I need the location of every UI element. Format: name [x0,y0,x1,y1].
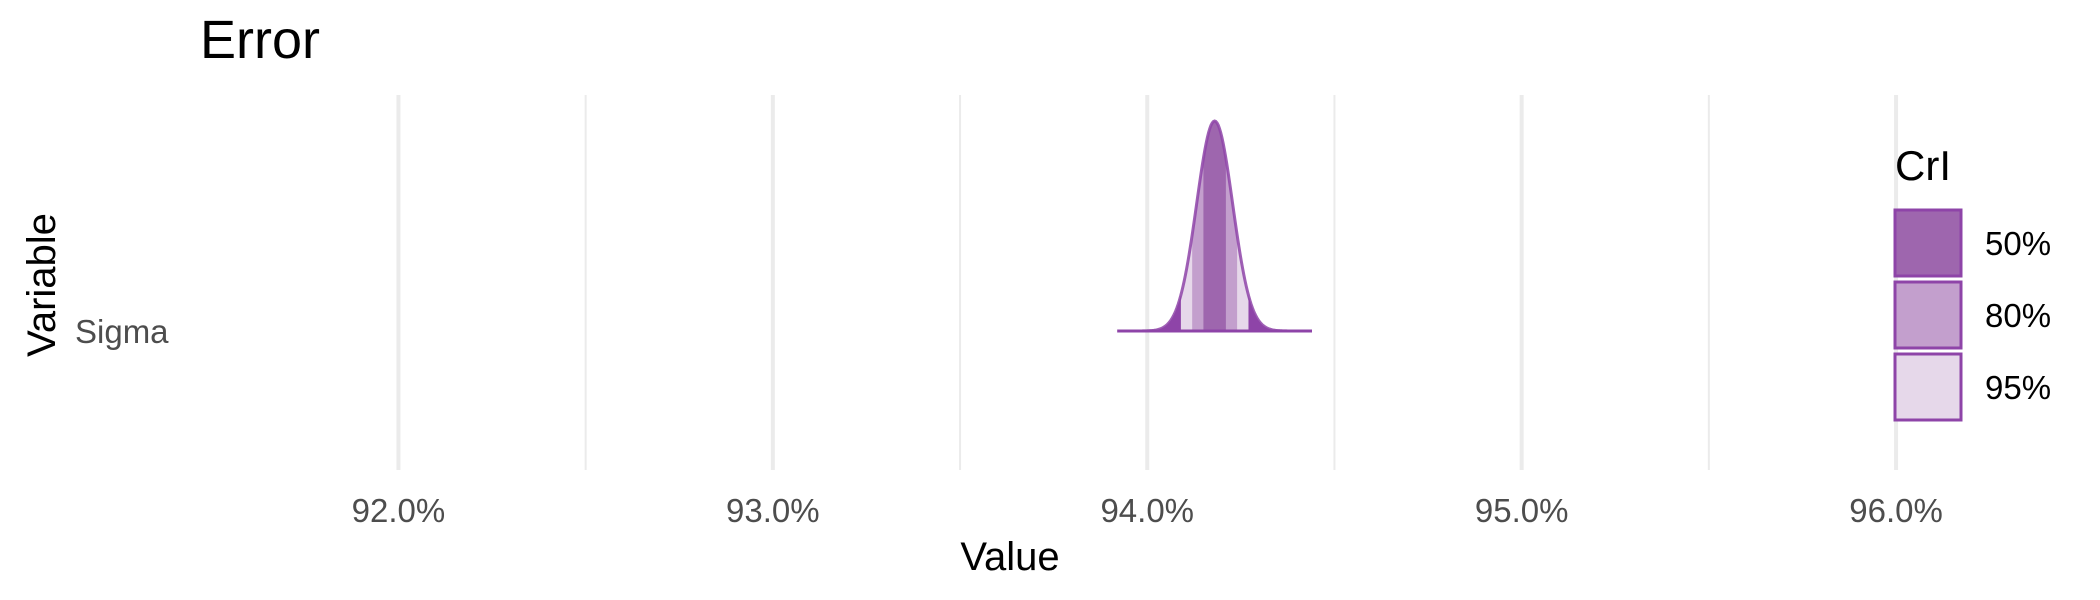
x-tick-label: 94.0% [1100,492,1194,529]
legend: CrI 50% 80% 95% [1893,142,2051,422]
x-tick-label: 95.0% [1475,492,1569,529]
x-tick-label: 93.0% [726,492,820,529]
grid-lines [396,95,1899,470]
density-interval-50pct [1203,121,1226,331]
legend-swatch [1893,208,1963,278]
y-tick-labels: Sigma [75,313,169,350]
x-tick-label: 92.0% [352,492,446,529]
chart-title: Error [200,10,320,70]
density-tail-left [1117,294,1181,331]
y-axis-label: Variable [20,213,64,357]
legend-swatch [1893,352,1963,422]
legend-label: 95% [1985,369,2051,406]
legend-label: 80% [1985,297,2051,334]
x-tick-labels: 92.0% 93.0% 94.0% 95.0% 96.0% [352,492,1943,529]
density-tail-right [1248,294,1312,331]
legend-label: 50% [1985,225,2051,262]
x-tick-label: 96.0% [1849,492,1943,529]
x-axis-label: Value [960,535,1059,579]
legend-title: CrI [1895,142,1951,189]
y-tick-label: Sigma [75,313,169,350]
density-ridge [1117,119,1312,333]
legend-swatch [1893,280,1963,350]
